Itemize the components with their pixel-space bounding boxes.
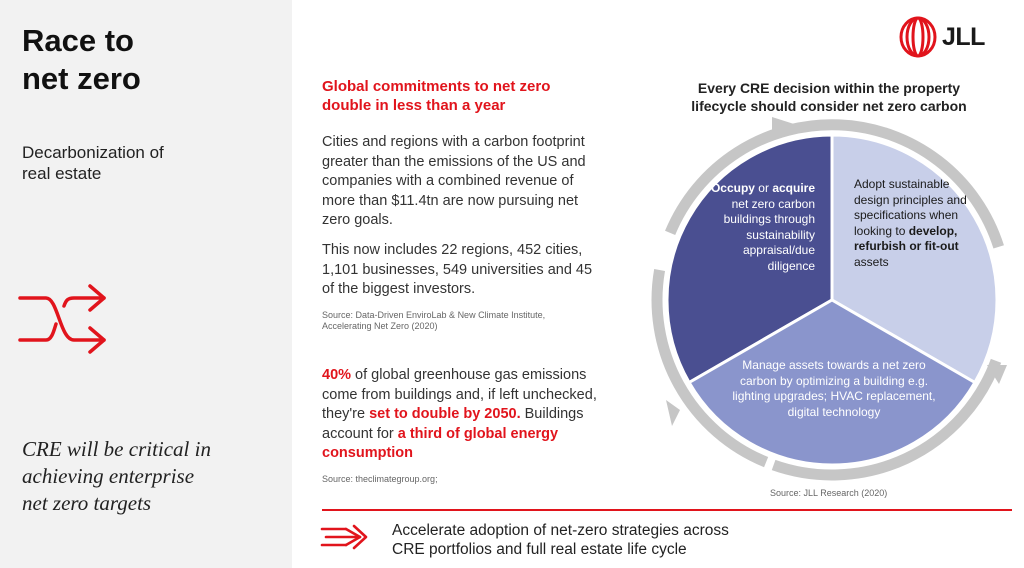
shuffle-arrows-icon xyxy=(18,282,110,361)
acquire-bold: acquire xyxy=(772,181,815,195)
source-climategroup: Source: theclimategroup.org; xyxy=(322,474,438,484)
page-title: Race to net zero xyxy=(22,23,141,96)
ring-arc-right xyxy=(771,358,1002,481)
occupy-rest: net zero carbon buildings through sustai… xyxy=(723,196,815,273)
segment-manage xyxy=(687,298,977,467)
stat-highlight-double: set to double by 2050. xyxy=(369,406,521,422)
diagram-title: Every CRE decision within the property l… xyxy=(691,80,967,114)
stat-highlight-40: 40% xyxy=(322,367,352,383)
adopt-text-2: assets xyxy=(854,254,889,269)
stat-highlight-third: a third of global energy consumption xyxy=(322,425,559,462)
stat-text-1: of global greenhouse gas emissions come … xyxy=(322,367,597,422)
stat-text-2: Buildings account for xyxy=(322,406,584,442)
ring-arc-top xyxy=(665,119,1004,249)
segment-adopt-text: Adopt sustainable design principles and … xyxy=(854,177,984,270)
headline: Global commitments to net zero double in… xyxy=(322,78,551,114)
segment-adopt xyxy=(830,133,999,385)
occupy-bold: Occupy xyxy=(710,181,755,195)
source-jll-research: Source: JLL Research (2020) xyxy=(770,488,888,498)
lifecycle-diagram xyxy=(651,117,1007,481)
ring-arrowhead-right xyxy=(987,365,1007,384)
adopt-text-1: Adopt sustainable design principles and … xyxy=(854,177,967,238)
bottom-divider xyxy=(322,509,1012,511)
segment-occupy xyxy=(665,133,834,385)
triple-arrow-icon xyxy=(320,523,368,558)
left-panel xyxy=(0,0,292,568)
bottom-callout: Accelerate adoption of net-zero strategi… xyxy=(392,522,729,558)
jll-logo-icon xyxy=(899,16,937,58)
segment-manage-text: Manage assets towards a net zero carbon … xyxy=(732,358,936,419)
logo-text: JLL xyxy=(942,22,985,51)
paragraph-emissions: 40% of global greenhouse gas emissions c… xyxy=(322,366,607,464)
segment-occupy-text: Occupy or acquire net zero carbon buildi… xyxy=(700,181,815,274)
ring-arc-left xyxy=(651,269,769,468)
jll-logo: JLL xyxy=(898,16,985,58)
paragraph-includes: This now includes 22 regions, 452 cities… xyxy=(322,242,593,297)
occupy-or: or xyxy=(754,181,773,195)
paragraph-commitments: Cities and regions with a carbon footpri… xyxy=(322,134,586,228)
ring-arrowhead-top xyxy=(772,117,794,131)
source-envirolab: Source: Data-Driven EnviroLab & New Clim… xyxy=(322,310,546,331)
ring-arrowhead-left xyxy=(666,400,680,426)
page-subtitle: Decarbonization of real estate xyxy=(22,143,164,183)
quote-text: CRE will be critical in achieving enterp… xyxy=(22,437,211,515)
adopt-bold: develop, refurbish or fit-out xyxy=(854,223,959,254)
